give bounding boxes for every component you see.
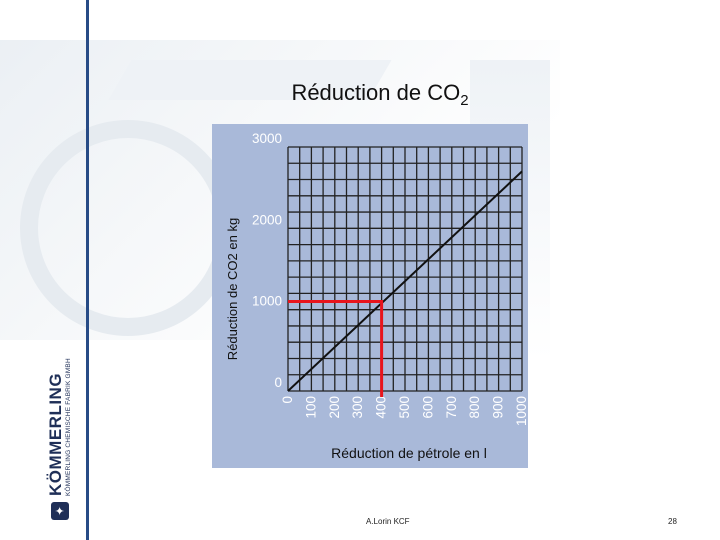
y-tick-label: 3000 [252, 131, 282, 146]
brand-logo: ✦ KÖMMERLING KÖMMERLING CHEMISCHE FABRIK… [40, 350, 80, 520]
x-tick-label: 600 [420, 396, 435, 419]
y-tick-label: 2000 [252, 212, 282, 227]
x-tick-label: 400 [374, 396, 389, 419]
y-tick-label: 1000 [252, 294, 282, 309]
co2-chart: 0 1000 2000 3000 0 100 200 300 400 500 600 700 800 9… [212, 124, 528, 468]
x-tick-label: 900 [491, 396, 506, 419]
x-tick-label: 700 [444, 396, 459, 419]
page-number: 28 [668, 517, 677, 526]
slide-title: Réduction de CO2 [0, 80, 720, 109]
x-tick-label: 200 [327, 396, 342, 419]
slide-title-main: Réduction de CO [291, 80, 461, 105]
footer-author: A.Lorin KCF [366, 517, 410, 526]
background-ghost-circle [20, 120, 236, 336]
highlight-line [288, 300, 384, 397]
y-axis-label: Réduction de CO2 en kg [225, 218, 240, 360]
brand-name: KÖMMERLING [46, 372, 66, 496]
x-tick-label: 500 [397, 396, 412, 419]
x-tick-label: 100 [303, 396, 318, 419]
brand-subtitle: KÖMMERLING CHEMISCHE FABRIK GMBH [65, 358, 73, 496]
y-tick-label: 0 [274, 375, 282, 390]
brand-mark-icon: ✦ [51, 502, 69, 520]
x-axis-label: Réduction de pétrole en l [331, 445, 487, 461]
x-tick-label: 1000 [514, 396, 528, 426]
vertical-rule [86, 0, 89, 540]
x-tick-label: 0 [280, 396, 295, 404]
slide-title-subscript: 2 [460, 92, 469, 109]
x-tick-label: 800 [467, 396, 482, 419]
series-line [287, 170, 523, 392]
x-tick-label: 300 [350, 396, 365, 419]
